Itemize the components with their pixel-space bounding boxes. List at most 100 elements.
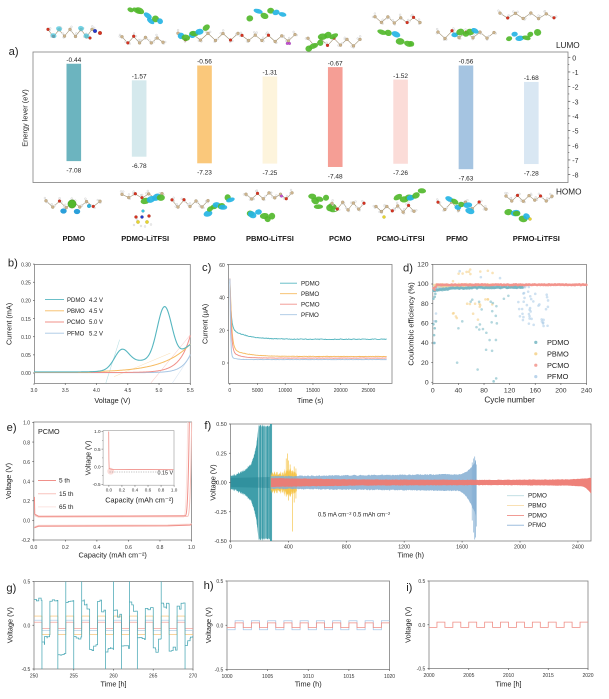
svg-text:HOMO: HOMO [556, 188, 581, 197]
svg-text:0.5: 0.5 [216, 579, 223, 585]
svg-text:PCMO: PCMO [67, 320, 85, 326]
svg-text:PFMO: PFMO [446, 234, 468, 243]
svg-text:b): b) [8, 257, 18, 269]
svg-text:-4: -4 [572, 114, 578, 121]
svg-text:3.0: 3.0 [31, 388, 38, 394]
svg-text:1010: 1010 [303, 674, 314, 680]
svg-text:0: 0 [222, 361, 225, 367]
svg-text:Time (h): Time (h) [398, 551, 425, 560]
svg-text:80: 80 [421, 301, 429, 308]
svg-text:5 th: 5 th [59, 478, 70, 485]
svg-text:PBMO: PBMO [547, 349, 569, 358]
svg-text:Coulombic efficiency (%): Coulombic efficiency (%) [406, 282, 415, 366]
svg-text:160: 160 [530, 388, 542, 395]
svg-text:4.5 V: 4.5 V [89, 309, 103, 315]
svg-text:260: 260 [109, 674, 118, 680]
svg-text:PFMO-LiTFSI: PFMO-LiTFSI [513, 234, 560, 243]
svg-text:-0.67: -0.67 [328, 60, 343, 67]
svg-text:0.50: 0.50 [216, 422, 227, 428]
svg-text:0: 0 [431, 388, 435, 395]
svg-text:0.15: 0.15 [21, 317, 31, 323]
svg-text:PBMO: PBMO [193, 234, 216, 243]
svg-text:0.20: 0.20 [21, 299, 31, 305]
svg-text:PFMO: PFMO [547, 372, 569, 381]
svg-text:0.5: 0.5 [418, 579, 425, 585]
svg-text:Voltage (V): Voltage (V) [6, 607, 15, 643]
svg-text:0.0: 0.0 [216, 624, 223, 630]
svg-text:a): a) [9, 46, 19, 58]
svg-text:100: 100 [417, 281, 429, 288]
svg-text:Capacity (mAh cm⁻²): Capacity (mAh cm⁻²) [79, 551, 147, 560]
svg-text:LUMO: LUMO [556, 41, 580, 50]
svg-text:0.5: 0.5 [94, 447, 101, 452]
svg-text:250: 250 [30, 674, 39, 680]
svg-text:f): f) [204, 420, 211, 432]
svg-text:Time [h]: Time [h] [100, 680, 126, 689]
svg-text:2015: 2015 [543, 673, 554, 679]
svg-text:5.0 V: 5.0 V [89, 320, 103, 326]
svg-text:PDMO: PDMO [547, 338, 569, 347]
svg-text:-2: -2 [572, 85, 578, 92]
svg-text:2010: 2010 [503, 673, 514, 679]
svg-text:265: 265 [149, 674, 158, 680]
svg-text:-7.26: -7.26 [393, 170, 408, 177]
svg-text:PBMO: PBMO [301, 291, 319, 298]
svg-text:-5: -5 [572, 129, 578, 136]
svg-text:10000: 10000 [278, 388, 292, 394]
svg-text:5000: 5000 [252, 388, 263, 394]
svg-text:0.05: 0.05 [21, 353, 31, 359]
svg-text:400: 400 [284, 545, 293, 551]
svg-text:40: 40 [455, 388, 463, 395]
svg-text:PDMO: PDMO [528, 493, 547, 500]
svg-text:-0.5: -0.5 [215, 668, 224, 674]
svg-text:1.0: 1.0 [171, 488, 178, 493]
svg-text:15000: 15000 [306, 388, 320, 394]
svg-text:0: 0 [228, 388, 231, 394]
svg-text:80: 80 [480, 388, 488, 395]
svg-text:g): g) [6, 583, 16, 595]
svg-text:-1.57: -1.57 [132, 74, 147, 81]
svg-text:1600: 1600 [456, 545, 468, 551]
svg-text:1200: 1200 [398, 545, 410, 551]
svg-text:0.5: 0.5 [23, 580, 30, 586]
svg-text:5.2 V: 5.2 V [89, 331, 103, 337]
svg-text:1.0: 1.0 [23, 421, 30, 427]
svg-text:15 th: 15 th [59, 491, 74, 498]
svg-text:PCMO: PCMO [329, 234, 352, 243]
svg-text:Current (mA): Current (mA) [5, 303, 14, 345]
svg-text:3.5: 3.5 [62, 388, 69, 394]
svg-text:0.0: 0.0 [30, 545, 37, 551]
svg-text:20: 20 [421, 360, 429, 367]
svg-text:i): i) [406, 582, 412, 594]
svg-text:0.5 mA cm⁻² 0.5 mAh cm⁻²: 0.5 mA cm⁻² 0.5 mAh cm⁻² [318, 513, 390, 519]
svg-text:4.2 V: 4.2 V [89, 298, 103, 304]
svg-text:PCMO-LiTFSI: PCMO-LiTFSI [377, 234, 425, 243]
svg-text:0.8: 0.8 [23, 440, 30, 446]
svg-text:PDMO: PDMO [63, 234, 86, 243]
svg-text:120: 120 [504, 388, 516, 395]
svg-text:PDMO: PDMO [301, 280, 320, 287]
svg-text:e): e) [7, 422, 17, 434]
svg-text:0.8: 0.8 [158, 488, 165, 493]
svg-text:120: 120 [417, 262, 429, 269]
svg-text:0.6: 0.6 [23, 460, 30, 466]
svg-text:1.0: 1.0 [94, 429, 101, 434]
svg-text:Time [h]: Time [h] [495, 680, 521, 689]
svg-text:PDMO: PDMO [67, 298, 85, 304]
svg-text:Voltage (V): Voltage (V) [404, 607, 413, 643]
svg-text:-0.2: -0.2 [21, 538, 30, 544]
svg-text:Time (s): Time (s) [297, 396, 323, 405]
svg-text:PFMO: PFMO [67, 331, 85, 337]
svg-text:-6: -6 [572, 143, 578, 150]
svg-text:d): d) [403, 263, 413, 275]
svg-text:255: 255 [70, 674, 79, 680]
svg-text:65 th: 65 th [59, 504, 74, 511]
svg-text:c): c) [202, 262, 212, 274]
svg-text:40: 40 [421, 340, 429, 347]
svg-text:60: 60 [219, 263, 225, 269]
svg-text:240: 240 [581, 388, 593, 395]
svg-text:-7.25: -7.25 [262, 170, 277, 177]
svg-text:0.2: 0.2 [62, 545, 69, 551]
svg-text:Time (h): Time (h) [295, 680, 322, 689]
svg-text:0.4: 0.4 [132, 488, 139, 493]
